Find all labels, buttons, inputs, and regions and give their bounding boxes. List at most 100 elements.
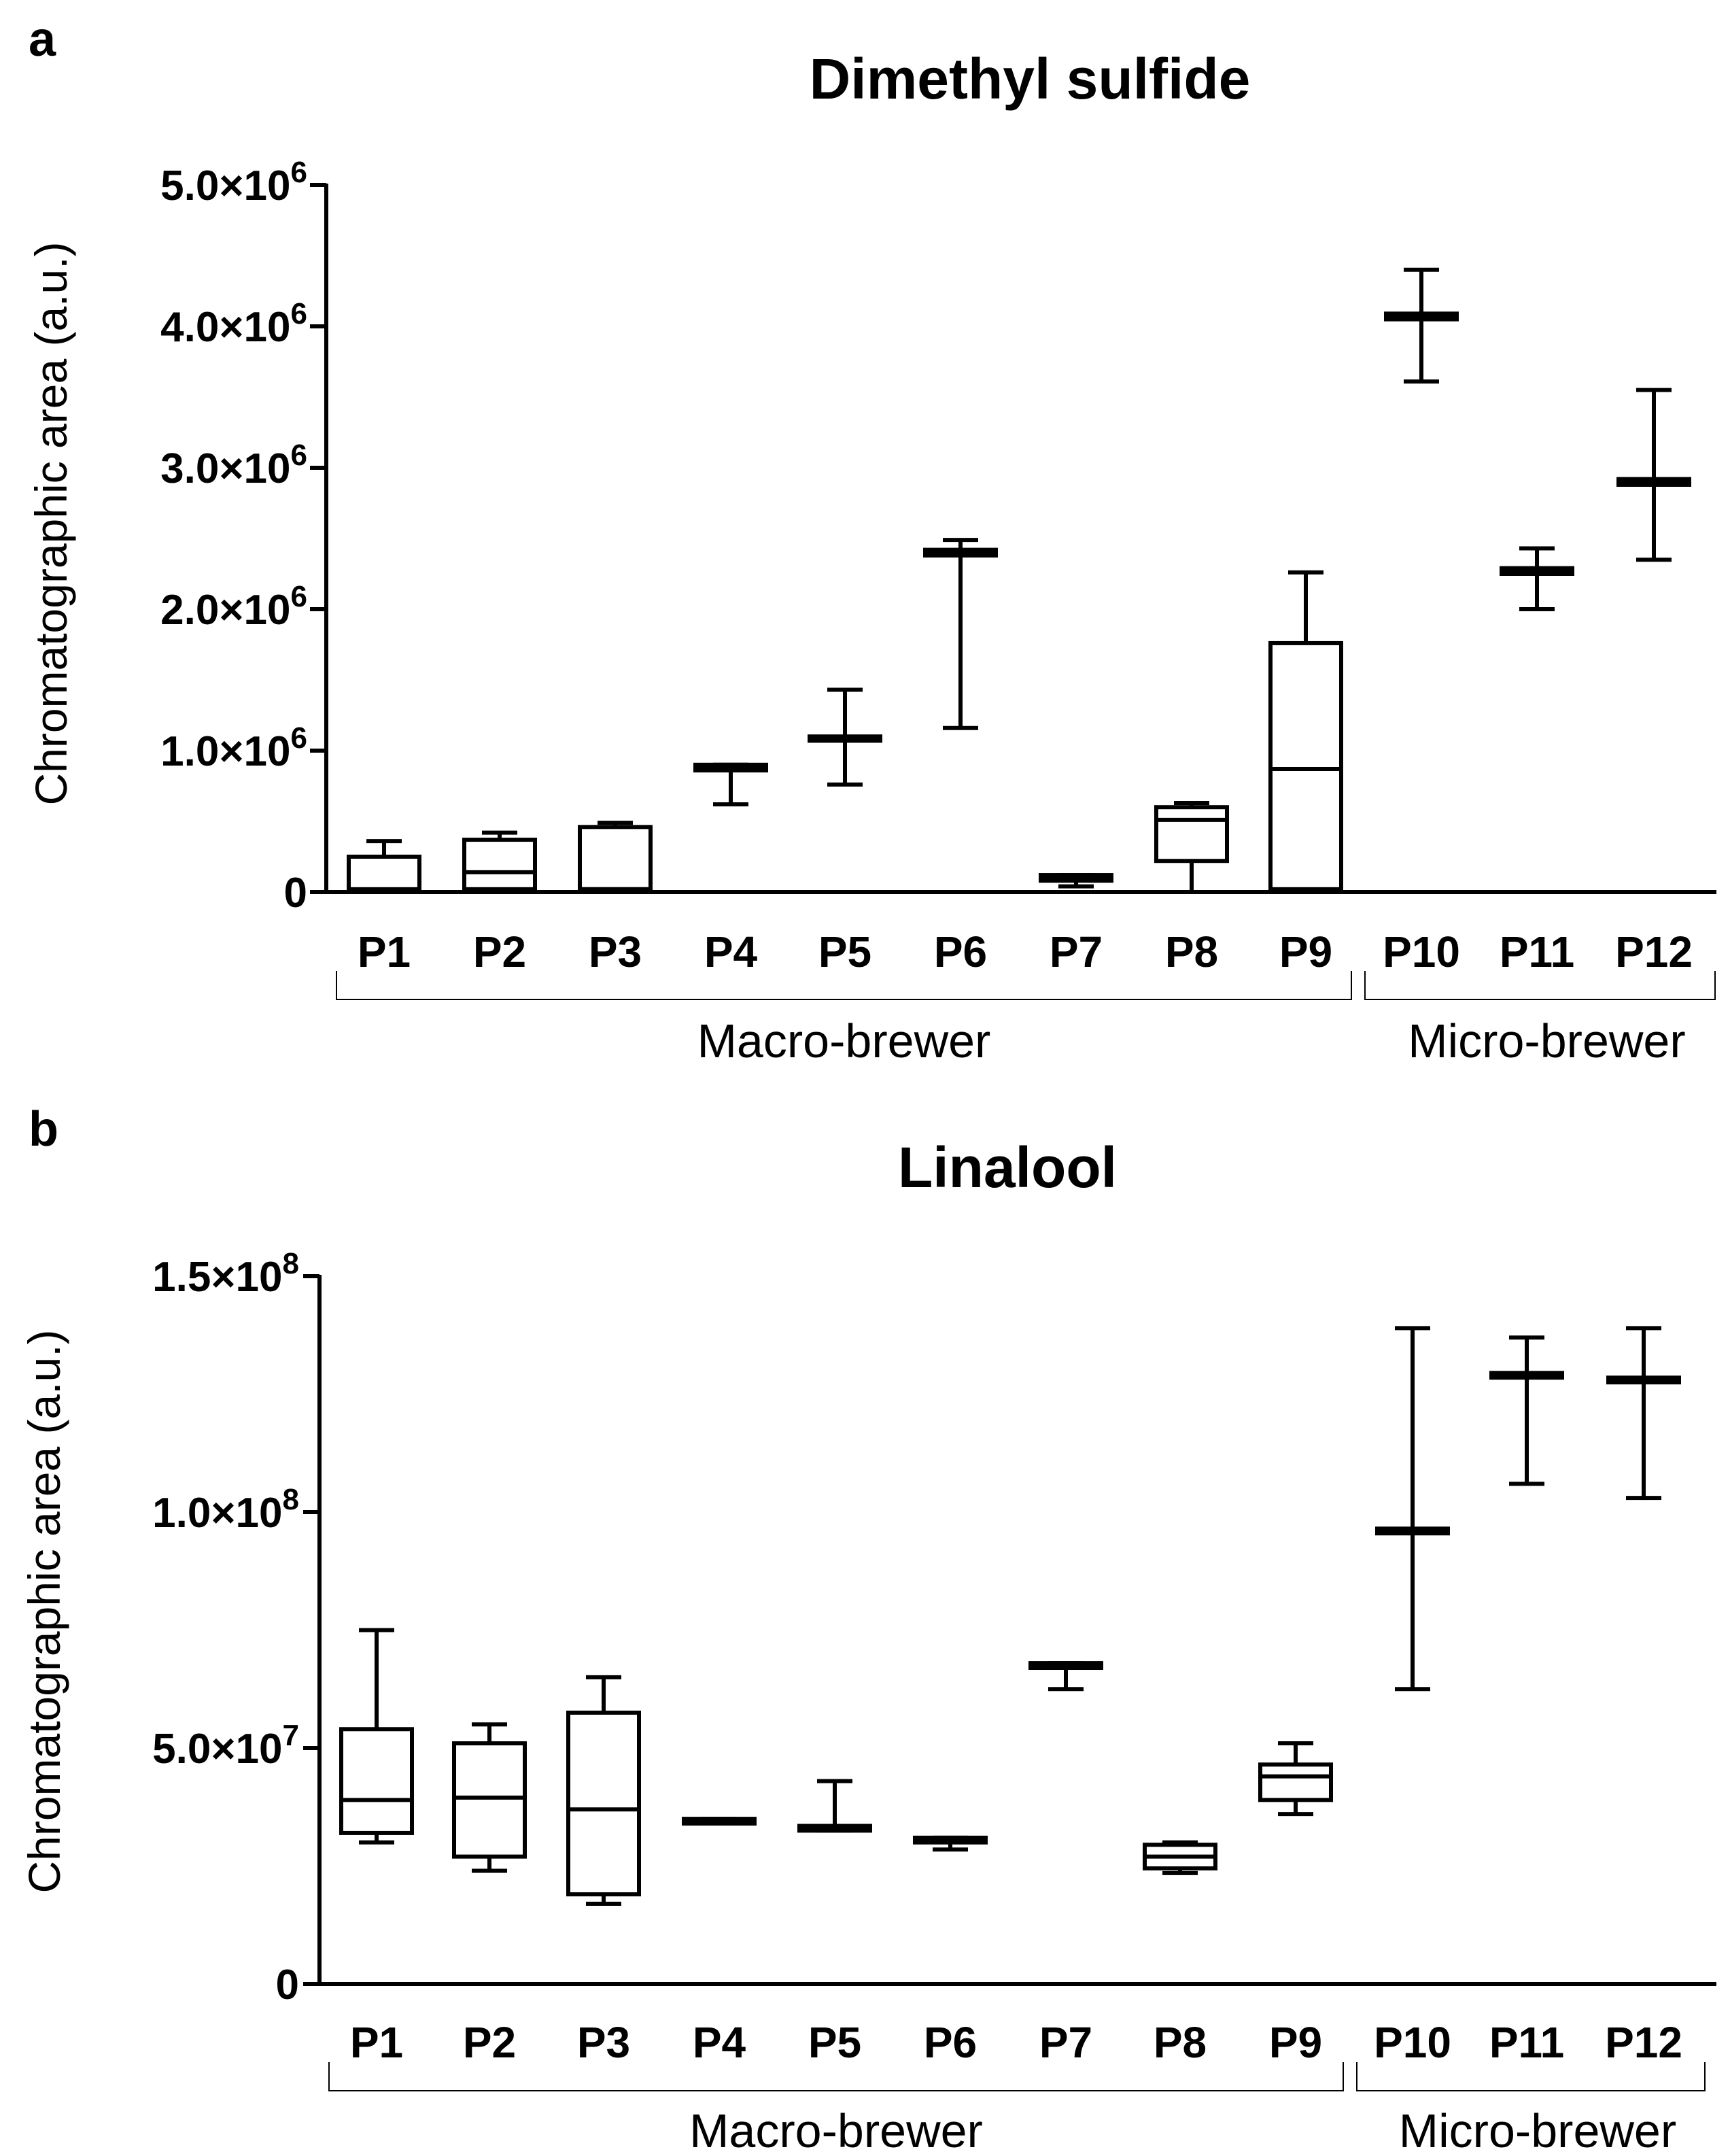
x-tick-label-p6: P6 [924, 2018, 977, 2067]
x-tick-label-p11: P11 [1489, 2018, 1564, 2067]
y-tick-label: 0 [276, 1962, 299, 2008]
box-p8 [1154, 800, 1229, 894]
panel-label-a: a [29, 12, 56, 67]
x-tick-label-p6: P6 [934, 927, 987, 976]
y-tick-label: 1.0×106 [160, 721, 307, 775]
box-p7 [1039, 873, 1113, 889]
group-label-macro-brewer: Macro-brewer [697, 1014, 991, 1067]
axes-b [317, 1275, 1716, 1986]
box-iqr [347, 855, 421, 894]
y-tick-base: 5.0×10 [152, 1726, 282, 1773]
x-tick-label-p9: P9 [1279, 927, 1332, 976]
y-tick-exponent: 6 [291, 439, 307, 472]
box-p10 [1384, 267, 1459, 384]
box-p7 [1028, 1661, 1103, 1692]
axes-a [324, 184, 1716, 894]
box-p9 [1258, 1741, 1333, 1817]
box-iqr [1154, 805, 1229, 863]
box-p12 [1616, 388, 1691, 562]
box-iqr [452, 1741, 527, 1859]
y-tick-label: 1.0×108 [152, 1483, 299, 1537]
box-p1 [347, 839, 421, 894]
y-tick-exponent: 7 [283, 1719, 299, 1752]
box-p6 [923, 538, 998, 730]
y-tick-exponent: 8 [283, 1247, 299, 1280]
y-tick-exponent: 8 [283, 1483, 299, 1516]
x-tick-label-p11: P11 [1500, 927, 1574, 976]
box-p4 [693, 762, 768, 807]
x-tick-label-p7: P7 [1050, 927, 1103, 976]
x-tick-label-p5: P5 [818, 927, 871, 976]
group-bracket [1364, 971, 1716, 1000]
box-p9 [1268, 570, 1343, 894]
y-axis-label-a: Chromatographic area (a.u.) [26, 241, 76, 805]
x-tick-label-p4: P4 [693, 2018, 746, 2067]
x-tick-label-p10: P10 [1374, 2018, 1451, 2067]
x-tick-label-p3: P3 [589, 927, 642, 976]
y-tick-base: 1.0×10 [152, 1490, 282, 1537]
x-tick-label-p7: P7 [1039, 2018, 1092, 2067]
box-p11 [1489, 1335, 1564, 1486]
box-p11 [1500, 546, 1574, 611]
y-axis-label-b: Chromatographic area (a.u.) [19, 1329, 69, 1893]
x-tick-label-p4: P4 [704, 927, 758, 976]
box-p3 [578, 821, 653, 894]
y-tick-base: 0 [276, 1962, 299, 2008]
y-tick-exponent: 6 [291, 721, 307, 755]
x-tick-label-p2: P2 [463, 2018, 516, 2067]
box-iqr [462, 838, 537, 891]
group-label-micro-brewer: Micro-brewer [1399, 2104, 1676, 2156]
box-iqr [578, 825, 653, 891]
box-p12 [1606, 1326, 1681, 1501]
x-tick-label-p8: P8 [1154, 2018, 1207, 2067]
y-tick-label: 2.0×106 [160, 580, 307, 634]
x-tick-label-p3: P3 [577, 2018, 630, 2067]
panel-a: a Dimethyl sulfide Chromatographic area … [26, 12, 1716, 1067]
box-p5 [797, 1779, 872, 1833]
groups-a: Macro-brewer Micro-brewer [336, 971, 1716, 1067]
x-tick-labels-b: P1 P2 P3 P4 P5 P6 P7 P8 P9 P10 P11 P12 [350, 2018, 1682, 2067]
group-label-micro-brewer: Micro-brewer [1408, 1014, 1685, 1067]
y-tick-base: 4.0×10 [160, 304, 290, 351]
box-p2 [462, 830, 537, 894]
box-p10 [1375, 1326, 1450, 1692]
x-tick-label-p12: P12 [1615, 927, 1693, 976]
x-tick-label-p10: P10 [1383, 927, 1460, 976]
box-p5 [808, 687, 882, 787]
box-iqr [1268, 640, 1343, 891]
y-tick-exponent: 6 [291, 580, 307, 613]
y-tick-base: 3.0×10 [160, 445, 290, 492]
box-iqr [1258, 1762, 1333, 1802]
box-p6 [913, 1835, 988, 1852]
y-tick-exponent: 6 [291, 156, 307, 189]
box-p8 [1143, 1840, 1217, 1875]
y-tick-exponent: 6 [291, 297, 307, 330]
group-bracket [328, 2062, 1344, 2091]
box-iqr [566, 1710, 641, 1897]
y-tick-label: 5.0×107 [152, 1719, 299, 1773]
x-tick-label-p12: P12 [1605, 2018, 1682, 2067]
x-tick-label-p2: P2 [473, 927, 526, 976]
x-tick-label-p1: P1 [358, 927, 411, 976]
panel-label-b: b [29, 1102, 58, 1157]
group-bracket [1356, 2062, 1706, 2091]
box-p3 [566, 1675, 641, 1906]
group-label-macro-brewer: Macro-brewer [689, 2104, 983, 2156]
x-tick-labels-a: P1 P2 P3 P4 P5 P6 P7 P8 P9 P10 P11 P12 [358, 927, 1693, 976]
x-tick-label-p8: P8 [1165, 927, 1218, 976]
boxes-a [347, 267, 1691, 894]
box-p1 [339, 1628, 414, 1845]
chart-title-b: Linalool [898, 1135, 1117, 1199]
x-tick-label-p1: P1 [350, 2018, 403, 2067]
y-tick-label: 4.0×106 [160, 297, 307, 351]
box-p2 [452, 1722, 527, 1873]
boxes-b [339, 1326, 1681, 1906]
panel-b: b Linalool Chromatographic area (a.u.) 0… [19, 1102, 1716, 2156]
x-tick-label-p9: P9 [1269, 2018, 1322, 2067]
y-tick-label: 3.0×106 [160, 439, 307, 492]
x-tick-label-p5: P5 [808, 2018, 861, 2067]
y-tick-base: 5.0×10 [160, 162, 290, 209]
group-bracket [336, 971, 1352, 1000]
